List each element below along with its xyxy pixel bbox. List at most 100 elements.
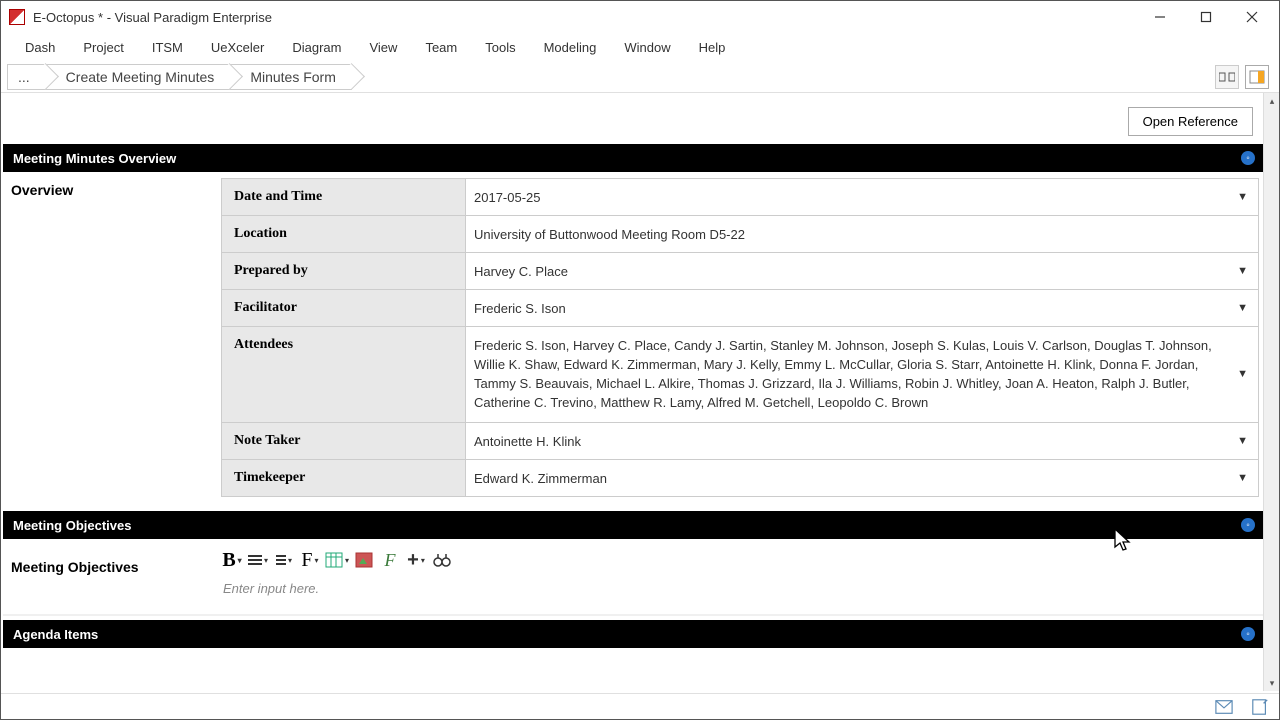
content-area: Open Reference Meeting Minutes Overview …	[3, 93, 1263, 691]
section-title: Meeting Minutes Overview	[13, 151, 176, 166]
field-text: 2017-05-25	[474, 190, 541, 205]
align-icon	[248, 555, 262, 565]
collapse-icon[interactable]: ◦	[1241, 518, 1255, 532]
collapse-icon[interactable]: ◦	[1241, 627, 1255, 641]
clearformat-icon: F	[385, 550, 396, 571]
menu-project[interactable]: Project	[69, 36, 137, 59]
section-header-overview[interactable]: Meeting Minutes Overview ◦	[3, 144, 1263, 172]
field-label: Attendees	[222, 327, 466, 422]
breadcrumb-minutes-form[interactable]: Minutes Form	[230, 64, 352, 90]
overview-fields-table: Date and Time 2017-05-25 ▼ Location Univ…	[221, 178, 1259, 497]
scroll-down-icon[interactable]: ▾	[1264, 675, 1280, 691]
field-label: Note Taker	[222, 423, 466, 459]
breadcrumb-create-meeting-minutes[interactable]: Create Meeting Minutes	[46, 64, 231, 90]
field-text: Frederic S. Ison, Harvey C. Place, Candy…	[474, 337, 1246, 412]
window-title: E-Octopus * - Visual Paradigm Enterprise	[33, 10, 1137, 25]
field-value-date-time[interactable]: 2017-05-25 ▼	[466, 179, 1258, 215]
field-value-location[interactable]: University of Buttonwood Meeting Room D5…	[466, 216, 1258, 252]
field-row-timekeeper: Timekeeper Edward K. Zimmerman ▼	[222, 460, 1258, 496]
open-reference-button[interactable]: Open Reference	[1128, 107, 1253, 136]
breadcrumb-label: Minutes Form	[250, 69, 336, 85]
editor-clearformat-button[interactable]: F	[379, 549, 401, 571]
breadcrumb-label: ...	[18, 69, 30, 85]
field-text: Antoinette H. Klink	[474, 434, 581, 449]
menu-team[interactable]: Team	[411, 36, 471, 59]
maximize-button[interactable]	[1183, 2, 1229, 32]
titlebar: E-Octopus * - Visual Paradigm Enterprise	[1, 1, 1279, 33]
editor-list-button[interactable]: ▾	[273, 549, 295, 571]
breadcrumb-root[interactable]: ...	[7, 64, 46, 90]
menu-itsm[interactable]: ITSM	[138, 36, 197, 59]
minimize-button[interactable]	[1137, 2, 1183, 32]
field-value-facilitator[interactable]: Frederic S. Ison ▼	[466, 290, 1258, 326]
field-row-note-taker: Note Taker Antoinette H. Klink ▼	[222, 423, 1258, 460]
editor-font-button[interactable]: F▾	[299, 549, 321, 571]
editor-insert-button[interactable]: +▾	[405, 549, 427, 571]
dropdown-arrow-icon[interactable]: ▼	[1237, 472, 1248, 484]
field-label: Timekeeper	[222, 460, 466, 496]
mail-icon[interactable]	[1215, 698, 1233, 716]
editor-table-button[interactable]: ▾	[325, 549, 349, 571]
breadcrumb-label: Create Meeting Minutes	[66, 69, 215, 85]
dropdown-arrow-icon[interactable]: ▼	[1237, 265, 1248, 277]
menu-help[interactable]: Help	[685, 36, 740, 59]
field-row-facilitator: Facilitator Frederic S. Ison ▼	[222, 290, 1258, 327]
toolbar-switch-view-icon[interactable]	[1215, 65, 1239, 89]
menu-window[interactable]: Window	[610, 36, 684, 59]
field-value-note-taker[interactable]: Antoinette H. Klink ▼	[466, 423, 1258, 459]
section-header-agenda[interactable]: Agenda Items ◦	[3, 620, 1263, 648]
section-title: Agenda Items	[13, 627, 98, 642]
field-value-prepared-by[interactable]: Harvey C. Place ▼	[466, 253, 1258, 289]
field-value-attendees[interactable]: Frederic S. Ison, Harvey C. Place, Candy…	[466, 327, 1258, 422]
menubar: Dash Project ITSM UeXceler Diagram View …	[1, 33, 1279, 61]
table-icon	[325, 552, 343, 568]
field-row-attendees: Attendees Frederic S. Ison, Harvey C. Pl…	[222, 327, 1258, 423]
dropdown-arrow-icon[interactable]: ▼	[1237, 302, 1248, 314]
breadcrumb-row: ... Create Meeting Minutes Minutes Form	[1, 61, 1279, 93]
toolbar-panel-icon[interactable]	[1245, 65, 1269, 89]
section-title: Meeting Objectives	[13, 518, 131, 533]
editor-image-button[interactable]	[353, 549, 375, 571]
breadcrumbs: ... Create Meeting Minutes Minutes Form	[7, 64, 1215, 90]
field-text: Harvey C. Place	[474, 264, 568, 279]
editor-find-button[interactable]	[431, 549, 453, 571]
field-label: Prepared by	[222, 253, 466, 289]
field-row-date-time: Date and Time 2017-05-25 ▼	[222, 179, 1258, 216]
binoculars-icon	[433, 552, 451, 568]
field-text: Edward K. Zimmerman	[474, 471, 607, 486]
field-text: University of Buttonwood Meeting Room D5…	[474, 227, 745, 242]
editor-placeholder[interactable]: Enter input here.	[221, 575, 1257, 602]
field-row-location: Location University of Buttonwood Meetin…	[222, 216, 1258, 253]
dropdown-arrow-icon[interactable]: ▼	[1237, 191, 1248, 203]
list-icon	[276, 555, 286, 565]
field-row-prepared-by: Prepared by Harvey C. Place ▼	[222, 253, 1258, 290]
editor-bold-button[interactable]: B▾	[221, 549, 243, 571]
edit-icon[interactable]	[1251, 698, 1269, 716]
menu-diagram[interactable]: Diagram	[278, 36, 355, 59]
field-text: Frederic S. Ison	[474, 301, 566, 316]
plus-icon: +	[407, 549, 419, 572]
dropdown-arrow-icon[interactable]: ▼	[1237, 367, 1248, 383]
menu-dash[interactable]: Dash	[11, 36, 69, 59]
menu-modeling[interactable]: Modeling	[530, 36, 611, 59]
editor-align-button[interactable]: ▾	[247, 549, 269, 571]
menu-view[interactable]: View	[355, 36, 411, 59]
collapse-icon[interactable]: ◦	[1241, 151, 1255, 165]
field-value-timekeeper[interactable]: Edward K. Zimmerman ▼	[466, 460, 1258, 496]
scroll-up-icon[interactable]: ▴	[1264, 93, 1280, 109]
overview-side-label: Overview	[3, 172, 221, 505]
field-label: Location	[222, 216, 466, 252]
section-header-objectives[interactable]: Meeting Objectives ◦	[3, 511, 1263, 539]
image-icon	[355, 552, 373, 568]
menu-uexceler[interactable]: UeXceler	[197, 36, 278, 59]
dropdown-arrow-icon[interactable]: ▼	[1237, 435, 1248, 447]
field-label: Date and Time	[222, 179, 466, 215]
field-label: Facilitator	[222, 290, 466, 326]
vertical-scrollbar[interactable]: ▴ ▾	[1263, 93, 1279, 691]
editor-toolbar: B▾ ▾ ▾ F▾ ▾ F +▾	[221, 543, 1257, 575]
statusbar	[1, 693, 1279, 719]
menu-tools[interactable]: Tools	[471, 36, 529, 59]
close-button[interactable]	[1229, 2, 1275, 32]
app-logo-icon	[9, 9, 25, 25]
objectives-side-label: Meeting Objectives	[3, 539, 221, 602]
